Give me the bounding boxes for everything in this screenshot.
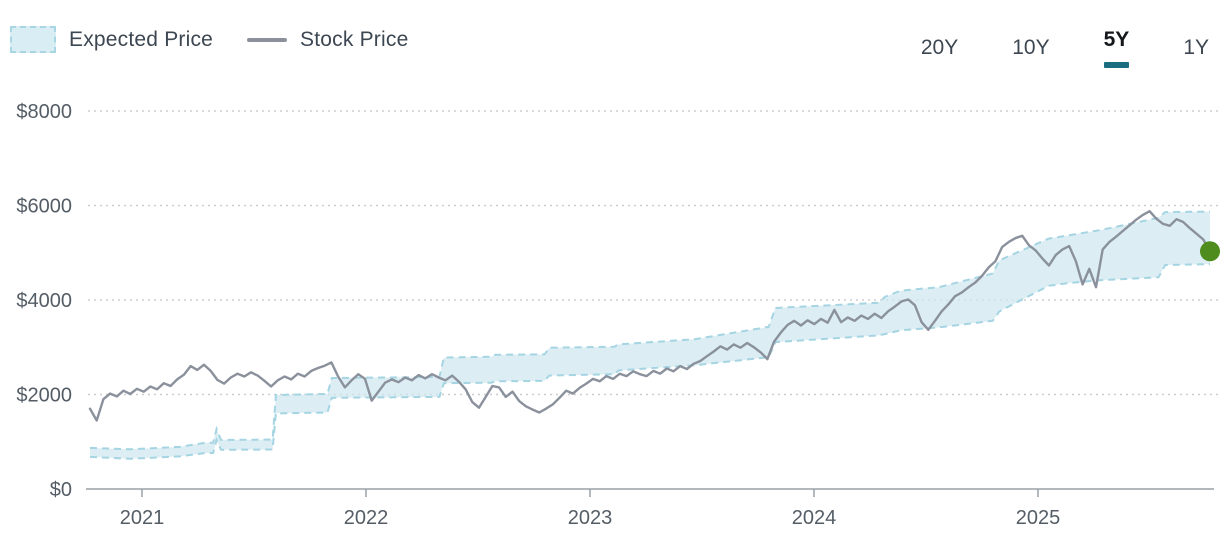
y-axis-label-0: $0 [50, 479, 72, 501]
band-lower-edge [89, 263, 1211, 460]
range-button-10y[interactable]: 10Y [999, 27, 1062, 68]
x-axis-label-2022: 2022 [344, 507, 389, 529]
y-axis-label-8000: $8000 [16, 101, 72, 123]
y-axis-label-2000: $2000 [16, 385, 72, 407]
range-button-1y-label: 1Y [1183, 35, 1209, 59]
range-button-20y-label: 20Y [920, 35, 959, 59]
range-button-5y-label: 5Y [1103, 28, 1130, 51]
active-range-underline [1103, 62, 1130, 68]
expected-price-band [90, 211, 1210, 459]
expected-price-swatch-icon [10, 26, 56, 53]
band-upper-edge [89, 210, 1211, 451]
legend-item-expected-price[interactable]: Expected Price [10, 26, 213, 53]
time-range-selector: 20Y 10Y 5Y 1Y [908, 27, 1222, 68]
y-axis-label-6000: $6000 [16, 196, 72, 218]
stock-price-line [88, 209, 1212, 422]
x-axis-label-2025: 2025 [1016, 507, 1061, 529]
x-axis-label-2021: 2021 [120, 507, 165, 529]
legend-label-expected-price: Expected Price [69, 27, 214, 51]
range-button-1y[interactable]: 1Y [1170, 27, 1222, 68]
y-axis-label-4000: $4000 [16, 290, 72, 312]
range-button-20y[interactable]: 20Y [908, 27, 971, 68]
chart-legend: Expected Price Stock Price [10, 26, 408, 53]
x-axis-label-2024: 2024 [792, 507, 837, 529]
stock-price-line-icon [247, 37, 288, 42]
range-button-10y-label: 10Y [1012, 35, 1050, 59]
range-button-5y[interactable]: 5Y [1091, 27, 1143, 68]
legend-label-stock-price: Stock Price [300, 27, 409, 51]
legend-item-stock-price[interactable]: Stock Price [213, 28, 408, 52]
current-price-marker [1200, 241, 1220, 262]
x-axis-label-2023: 2023 [568, 507, 613, 529]
